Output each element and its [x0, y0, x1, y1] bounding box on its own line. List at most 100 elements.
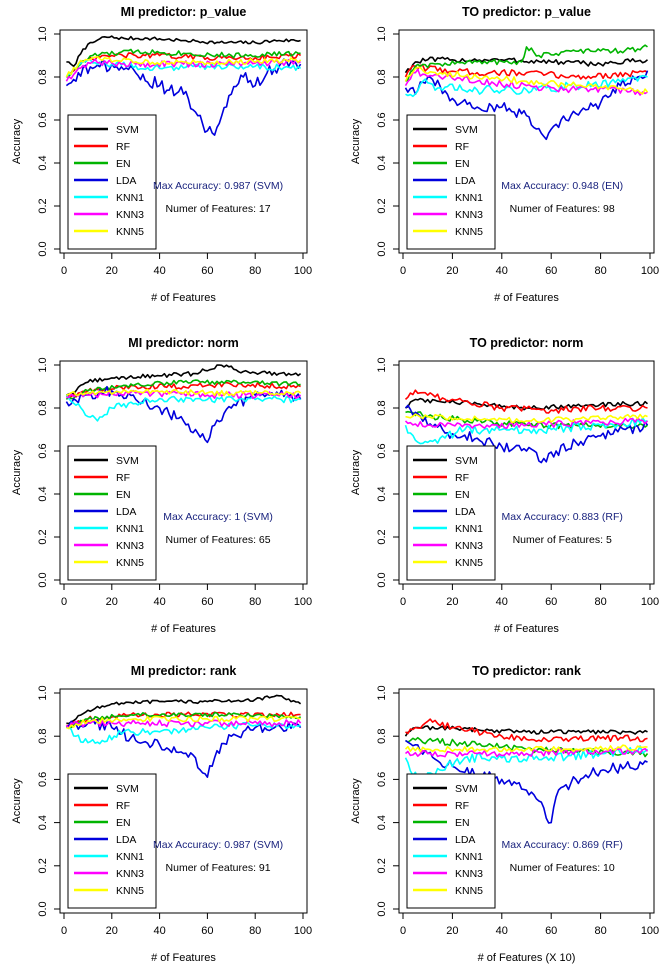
y-tick-label: 0.4 — [37, 815, 49, 830]
legend-label-knn5: KNN5 — [116, 885, 144, 897]
x-axis-label: # of Features (X 10) — [478, 952, 576, 964]
x-tick-label: 100 — [294, 596, 312, 608]
legend-box — [406, 445, 496, 581]
x-tick-label: 40 — [496, 596, 508, 608]
y-tick-label: 0.2 — [37, 529, 49, 544]
plot-frame — [398, 360, 655, 585]
legend-label-knn1: KNN1 — [455, 851, 483, 863]
y-axis-label: Accuracy — [11, 778, 23, 824]
legend-label-rf: RF — [455, 141, 469, 153]
legend-label-rf: RF — [455, 472, 469, 484]
x-tick-label: 80 — [594, 925, 606, 937]
x-tick-label: 20 — [106, 265, 118, 277]
x-tick-label: 100 — [641, 925, 659, 937]
chart-title: TO predictor: p_value — [462, 5, 591, 19]
y-tick-label: 1.0 — [37, 357, 49, 372]
plot-frame — [59, 688, 308, 914]
y-tick-label: 1.0 — [37, 26, 49, 41]
x-tick-label: 80 — [594, 265, 606, 277]
legend-label-knn1: KNN1 — [116, 851, 144, 863]
legend-label-knn3: KNN3 — [455, 540, 483, 552]
annotation-max-accuracy: Max Accuracy: 0.987 (SVM) — [153, 180, 283, 192]
chart-panel-1: MI predictor: p_value # of Features Accura… — [11, 5, 312, 304]
y-tick-label: 0.0 — [376, 901, 388, 916]
y-tick-label: 0.6 — [37, 443, 49, 458]
annotation-number-of-features: Numer of Features: 98 — [510, 203, 615, 215]
y-tick-label: 0.6 — [376, 443, 388, 458]
series-line-en — [405, 44, 648, 82]
legend-label-knn5: KNN5 — [455, 557, 483, 569]
x-tick-label: 20 — [446, 265, 458, 277]
y-tick-label: 0.4 — [376, 486, 388, 501]
legend-label-knn1: KNN1 — [455, 523, 483, 535]
x-tick-label: 60 — [545, 265, 557, 277]
y-tick-label: 0.6 — [37, 772, 49, 787]
series-line-knn5 — [405, 413, 648, 424]
legend-label-rf: RF — [455, 800, 469, 812]
series-line-rf — [404, 64, 648, 80]
legend: SVM RF EN LDA KNN1 KNN3 KNN5 — [406, 773, 496, 909]
series-line-knn3 — [404, 417, 649, 430]
y-tick-label: 0.8 — [376, 69, 388, 84]
legend-box — [406, 114, 496, 250]
plot-frame — [398, 688, 655, 914]
legend-label-knn5: KNN5 — [116, 226, 144, 238]
legend-label-svm: SVM — [455, 124, 478, 136]
x-tick-label: 20 — [106, 596, 118, 608]
series-line-svm — [66, 364, 302, 396]
series-line-knn1 — [405, 74, 648, 98]
legend: SVM RF EN LDA KNN1 KNN3 KNN5 — [406, 114, 496, 250]
x-tick-label: 0 — [61, 925, 67, 937]
x-tick-label: 80 — [249, 925, 261, 937]
x-tick-label: 20 — [106, 925, 118, 937]
x-tick-label: 80 — [594, 596, 606, 608]
x-tick-label: 100 — [294, 265, 312, 277]
series-line-en — [65, 379, 301, 400]
legend-label-svm: SVM — [116, 455, 139, 467]
legend-box — [67, 445, 157, 581]
legend-label-knn5: KNN5 — [455, 226, 483, 238]
x-tick-label: 40 — [153, 265, 165, 277]
x-tick-label: 0 — [61, 596, 67, 608]
chart-panel-6: TO predictor: rank # of Features (X 10) Ac… — [350, 664, 659, 964]
x-tick-label: 40 — [153, 596, 165, 608]
legend-label-knn3: KNN3 — [116, 209, 144, 221]
legend: SVM RF EN LDA KNN1 KNN3 KNN5 — [67, 445, 157, 581]
x-tick-label: 0 — [400, 596, 406, 608]
series-line-lda — [65, 718, 302, 779]
x-tick-label: 40 — [153, 925, 165, 937]
series-line-rf — [404, 389, 648, 414]
chart-panel-3: MI predictor: norm # of Features Accuracy 0… — [11, 336, 312, 635]
y-tick-label: 1.0 — [376, 685, 388, 700]
plot-frame — [398, 29, 655, 254]
plot-frame — [59, 29, 308, 254]
legend-label-knn3: KNN3 — [455, 209, 483, 221]
legend-label-rf: RF — [116, 472, 130, 484]
annotation-number-of-features: Numer of Features: 65 — [166, 534, 271, 546]
x-tick-label: 60 — [545, 925, 557, 937]
series-line-knn5 — [66, 715, 301, 730]
y-tick-label: 1.0 — [376, 26, 388, 41]
legend-label-en: EN — [455, 489, 470, 501]
x-axis-label: # of Features — [151, 952, 216, 964]
series-line-svm — [66, 35, 301, 68]
x-tick-label: 80 — [249, 596, 261, 608]
legend: SVM RF EN LDA KNN1 KNN3 KNN5 — [406, 445, 496, 581]
chart-panel-4: TO predictor: norm # of Features Accuracy 0… — [350, 336, 659, 635]
y-tick-label: 0.2 — [376, 858, 388, 873]
x-tick-label: 0 — [400, 265, 406, 277]
x-tick-label: 40 — [496, 265, 508, 277]
annotation-max-accuracy: Max Accuracy: 0.948 (EN) — [501, 180, 623, 192]
annotation-max-accuracy: Max Accuracy: 0.883 (RF) — [502, 511, 623, 523]
y-tick-label: 0.4 — [376, 815, 388, 830]
series-line-lda — [404, 404, 649, 464]
legend-label-knn1: KNN1 — [455, 192, 483, 204]
legend-label-lda: LDA — [116, 175, 136, 187]
series-line-rf — [66, 52, 302, 78]
legend-box — [67, 114, 157, 250]
legend-label-lda: LDA — [455, 175, 475, 187]
legend-label-knn1: KNN1 — [116, 523, 144, 535]
annotation-number-of-features: Numer of Features: 5 — [513, 534, 612, 546]
chart-title: MI predictor: rank — [131, 664, 237, 678]
legend-label-svm: SVM — [455, 455, 478, 467]
